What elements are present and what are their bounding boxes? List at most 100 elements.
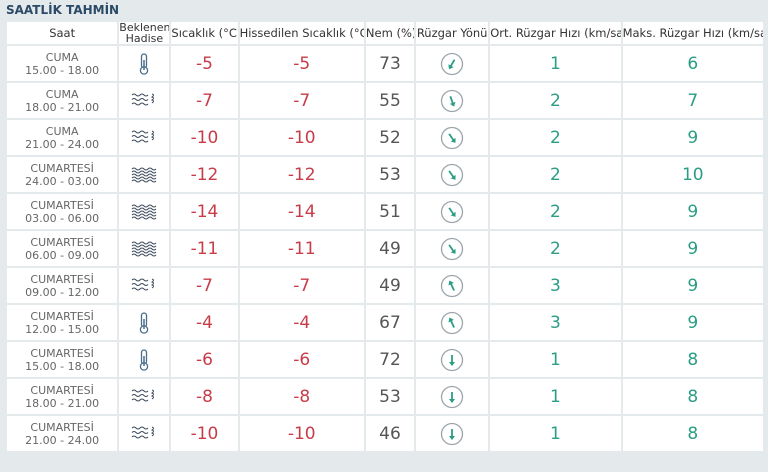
avg-wind: 1	[490, 342, 621, 377]
icon-part	[448, 317, 455, 322]
icon-part	[132, 435, 149, 438]
forecast-row: CUMARTESİ 12.00 - 15.00 -4 -4 67 3 9	[7, 305, 763, 340]
time-range: 18.00 - 21.00	[25, 100, 100, 114]
temperature: -4	[171, 305, 238, 340]
avg-wind: 1	[490, 416, 621, 451]
humidity: 73	[365, 46, 415, 81]
feels-like: -8	[239, 379, 364, 414]
time-cell: CUMA 15.00 - 18.00	[7, 46, 118, 81]
icon-part	[132, 282, 149, 286]
icon-part	[440, 385, 464, 408]
icon-part	[448, 280, 456, 291]
icon-part	[448, 243, 456, 254]
icon-part	[132, 170, 157, 173]
forecast-row: CUMARTESİ 18.00 - 21.00 -8 -8 53 1 8	[7, 379, 763, 414]
column-header: Rüzgar Yönü	[416, 22, 489, 44]
weather-icon	[119, 120, 170, 155]
icon-part	[449, 95, 456, 107]
weather-icon	[119, 194, 170, 229]
icon-part	[448, 63, 454, 69]
humidity: 72	[365, 342, 415, 377]
max-wind: 7	[622, 83, 763, 118]
forecast-row: CUMA 21.00 - 24.00 -10 -10 52 2 9	[7, 120, 763, 155]
header-row: Saat Beklenen Hadise Sıcaklık (°C) Hissedil…	[7, 22, 763, 44]
feels-like: -10	[239, 416, 364, 451]
temperature: -14	[171, 194, 238, 229]
icon-part	[132, 213, 157, 216]
icon-part	[132, 247, 157, 250]
icon-part	[448, 58, 456, 69]
icon-part	[132, 179, 157, 182]
time-range: 15.00 - 18.00	[25, 359, 100, 373]
day-label: CUMA	[45, 124, 79, 138]
wind-direction	[416, 379, 489, 414]
max-wind: 9	[622, 120, 763, 155]
icon-part	[151, 389, 155, 399]
icon-part	[151, 130, 155, 140]
max-wind: 6	[622, 46, 763, 81]
icon-part	[140, 52, 149, 75]
icon-part	[440, 422, 464, 445]
feels-like: -7	[239, 268, 364, 303]
icon-part	[440, 126, 464, 149]
icon-part	[132, 398, 149, 401]
time-range: 18.00 - 21.00	[25, 396, 100, 410]
icon-part	[132, 241, 157, 256]
feels-like: -12	[239, 157, 364, 192]
icon-part	[132, 93, 149, 96]
humidity: 52	[365, 120, 415, 155]
wind-direction	[416, 120, 489, 155]
avg-wind: 2	[490, 157, 621, 192]
icon-part	[448, 280, 455, 285]
column-header: Maks. Rüzgar Hızı (km/sa)	[622, 22, 763, 44]
icon-part	[132, 216, 157, 219]
weather-icon	[119, 416, 170, 451]
weather-icon	[119, 83, 170, 118]
day-label: CUMA	[45, 87, 79, 101]
icon-part	[132, 426, 155, 438]
feels-like: -6	[239, 342, 364, 377]
icon-part	[132, 102, 149, 105]
humidity: 46	[365, 416, 415, 451]
forecast-row: CUMARTESİ 21.00 - 24.00 -10 -10 46 1 8	[7, 416, 763, 451]
time-range: 21.00 - 24.00	[25, 433, 100, 447]
icon-part	[132, 250, 157, 253]
feels-like: -11	[239, 231, 364, 266]
max-wind: 8	[622, 379, 763, 414]
max-wind: 9	[622, 305, 763, 340]
table-body: CUMA 15.00 - 18.00 -5 -5 73 1 6 CUMA 18.00 - 21.…	[7, 46, 763, 451]
avg-wind: 1	[490, 46, 621, 81]
weather-icon	[119, 305, 170, 340]
column-header: Saat	[7, 22, 118, 44]
icon-part	[132, 426, 149, 429]
column-header: Nem (%)	[365, 22, 415, 44]
icon-part	[440, 163, 464, 186]
feels-like: -4	[239, 305, 364, 340]
feels-like: -5	[239, 46, 364, 81]
temperature: -11	[171, 231, 238, 266]
weather-icon	[119, 231, 170, 266]
icon-part	[449, 354, 456, 366]
icon-part	[450, 174, 456, 180]
temperature: -5	[171, 46, 238, 81]
forecast-table: Saat Beklenen Hadise Sıcaklık (°C) Hissedil…	[5, 20, 765, 453]
weather-icon	[119, 379, 170, 414]
icon-part	[450, 137, 456, 143]
day-label: CUMARTESİ	[30, 383, 94, 397]
time-range: 15.00 - 18.00	[25, 63, 100, 77]
humidity: 53	[365, 379, 415, 414]
icon-part	[440, 52, 464, 75]
icon-part	[449, 398, 456, 403]
humidity: 53	[365, 157, 415, 192]
icon-part	[132, 139, 149, 142]
wind-direction	[416, 46, 489, 81]
wind-direction	[416, 194, 489, 229]
column-header: Beklenen Hadise	[119, 22, 170, 44]
icon-part	[132, 278, 149, 281]
icon-part	[132, 241, 157, 244]
temperature: -8	[171, 379, 238, 414]
max-wind: 9	[622, 268, 763, 303]
feels-like: -10	[239, 120, 364, 155]
time-range: 09.00 - 12.00	[25, 285, 100, 299]
weather-icon	[119, 46, 170, 81]
